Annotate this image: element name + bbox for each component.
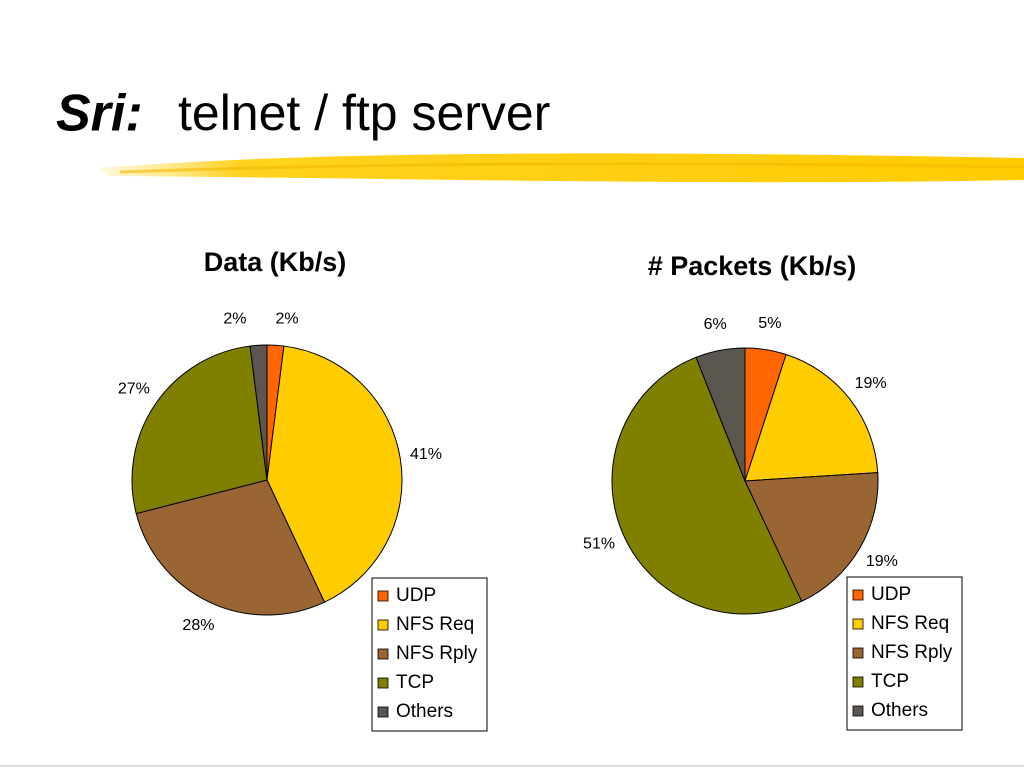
data-label: 51% <box>583 535 615 552</box>
data-label: 6% <box>704 316 727 333</box>
legend-swatch <box>377 677 389 689</box>
chart-title: Data (Kb/s) <box>204 247 347 277</box>
legend-label: NFS Rply <box>871 642 953 663</box>
legend-swatch <box>852 589 864 601</box>
pie-slice <box>611 356 803 615</box>
chart-title: # Packets (Kb/s) <box>648 251 857 281</box>
data-label: 2% <box>223 311 246 328</box>
legend-box <box>371 577 488 732</box>
legend-swatch <box>852 705 864 717</box>
legend-swatch <box>377 619 389 631</box>
slide-title: telnet / ftp server <box>178 85 550 141</box>
legend-label: TCP <box>871 671 909 692</box>
data-label: 5% <box>758 315 781 332</box>
legend-label: TCP <box>396 672 434 693</box>
legend-swatch <box>377 648 389 660</box>
legend-swatch <box>852 676 864 688</box>
legend-label: Others <box>871 700 928 721</box>
pie-slice <box>744 353 879 482</box>
legend-label: Others <box>396 701 453 722</box>
pie-slice <box>135 479 326 616</box>
data-label: 2% <box>276 311 299 328</box>
data-label: 19% <box>866 553 898 570</box>
pie-slice <box>744 472 879 603</box>
legend-label: NFS Rply <box>396 643 478 664</box>
pie-slice <box>249 344 268 481</box>
data-label: 41% <box>410 446 442 463</box>
title-underline-stroke <box>119 162 1024 174</box>
legend-label: UDP <box>396 585 436 606</box>
pie-slice <box>131 345 268 515</box>
data-label: 28% <box>182 617 214 634</box>
slide-title-bold: Sri: <box>56 85 143 143</box>
legend-label: NFS Req <box>396 614 474 635</box>
pie-slice <box>695 347 746 482</box>
legend-swatch <box>377 706 389 718</box>
legend-swatch <box>852 618 864 630</box>
legend-swatch <box>377 590 389 602</box>
data-label: 27% <box>118 381 150 398</box>
legend-label: NFS Req <box>871 613 949 634</box>
legend-box <box>846 576 963 731</box>
title-underline <box>100 153 1024 183</box>
data-label: 19% <box>855 375 887 392</box>
legend-label: UDP <box>871 584 911 605</box>
pie-slice <box>266 345 403 603</box>
legend-swatch <box>852 647 864 659</box>
